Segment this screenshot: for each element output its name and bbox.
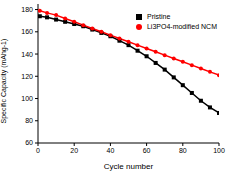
svg-text:100: 100 xyxy=(21,95,33,102)
svg-text:180: 180 xyxy=(21,6,33,13)
svg-text:Cycle number: Cycle number xyxy=(104,162,154,171)
html-text:Pristine: Pristine xyxy=(147,13,171,20)
svg-text:40: 40 xyxy=(107,147,115,154)
svg-text:0: 0 xyxy=(36,147,40,154)
svg-text:120: 120 xyxy=(21,73,33,80)
svg-text:60: 60 xyxy=(143,147,151,154)
html-text:Li3PO4-modified NCM: Li3PO4-modified NCM xyxy=(147,23,217,30)
svg-text:100: 100 xyxy=(213,147,219,154)
svg-text:20: 20 xyxy=(70,147,78,154)
svg-text:80: 80 xyxy=(25,117,33,124)
svg-text:Specific Capacity (mAhg-1): Specific Capacity (mAhg-1) xyxy=(8,39,9,124)
svg-text:140: 140 xyxy=(21,51,33,58)
svg-text:60: 60 xyxy=(25,139,33,146)
svg-text:160: 160 xyxy=(21,28,33,35)
svg-text:80: 80 xyxy=(179,147,187,154)
